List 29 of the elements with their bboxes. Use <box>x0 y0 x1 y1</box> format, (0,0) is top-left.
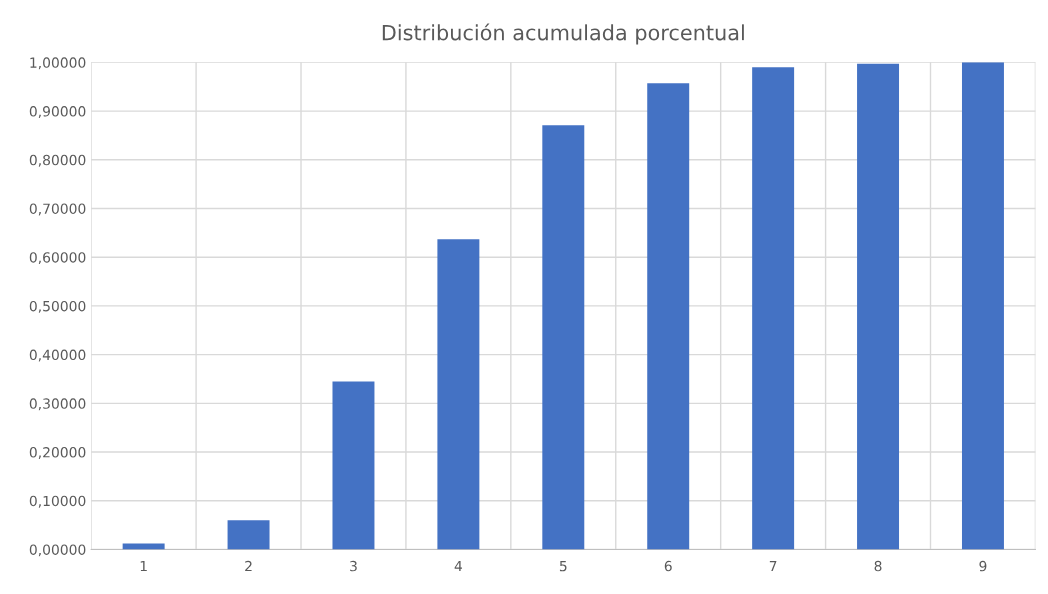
bar <box>542 125 585 550</box>
x-tick-label: 8 <box>874 560 882 572</box>
y-tick-label: 0,50000 <box>29 300 86 313</box>
y-tick-label: 0,30000 <box>29 398 86 411</box>
bar <box>961 62 1004 550</box>
bar <box>227 520 270 550</box>
y-tick-label: 0,80000 <box>29 154 86 167</box>
y-tick-label: 0,00000 <box>29 544 86 557</box>
y-tick-label: 0,10000 <box>29 495 86 508</box>
x-tick-label: 2 <box>245 560 252 572</box>
bar <box>437 239 480 550</box>
bar <box>647 83 690 550</box>
x-tick-label: 3 <box>350 560 357 572</box>
bar <box>752 67 795 550</box>
x-tick-label: 1 <box>140 560 147 572</box>
y-tick-label: 0,70000 <box>29 203 86 216</box>
x-tick-label: 5 <box>559 560 567 572</box>
bar <box>332 381 375 550</box>
y-tick-label: 0,90000 <box>29 106 86 118</box>
y-tick-label: 0,60000 <box>29 252 86 265</box>
x-tick-label: 4 <box>454 560 463 572</box>
bar <box>857 63 900 550</box>
x-tick-label: 9 <box>979 560 987 572</box>
chart-title: Distribución acumulada porcentual <box>382 23 744 45</box>
y-tick-label: 0,20000 <box>29 447 86 459</box>
y-tick-label: 1,00000 <box>30 57 86 70</box>
x-tick-label: 6 <box>664 560 672 572</box>
x-tick-label: 7 <box>769 560 777 572</box>
y-tick-label: 0,40000 <box>29 349 86 362</box>
